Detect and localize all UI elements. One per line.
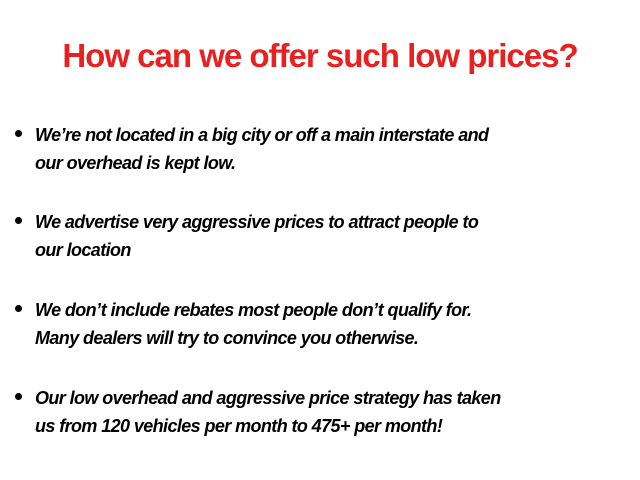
bullet-icon <box>15 305 22 312</box>
bullet-item: We don’t include rebates most people don… <box>0 296 640 352</box>
slide-title: How can we offer such low prices? <box>62 37 578 74</box>
bullet-icon <box>15 130 22 137</box>
bullet-line: Our low overhead and aggressive price st… <box>35 388 501 408</box>
bullet-line: Many dealers will try to convince you ot… <box>35 328 419 348</box>
bullet-item: Our low overhead and aggressive price st… <box>0 384 640 440</box>
bullet-line: We’re not located in a big city or off a… <box>35 125 489 145</box>
bullet-line: our location <box>35 240 131 260</box>
bullet-item: We advertise very aggressive prices to a… <box>0 208 640 264</box>
bullet-icon <box>15 393 22 400</box>
bullet-item: We’re not located in a big city or off a… <box>0 121 640 177</box>
bullet-icon <box>15 217 22 224</box>
bullet-line: our overhead is kept low. <box>35 153 236 173</box>
bullet-line: We advertise very aggressive prices to a… <box>35 212 479 232</box>
bullet-line: us from 120 vehicles per month to 475+ p… <box>35 416 443 436</box>
bullet-line: We don’t include rebates most people don… <box>35 300 472 320</box>
